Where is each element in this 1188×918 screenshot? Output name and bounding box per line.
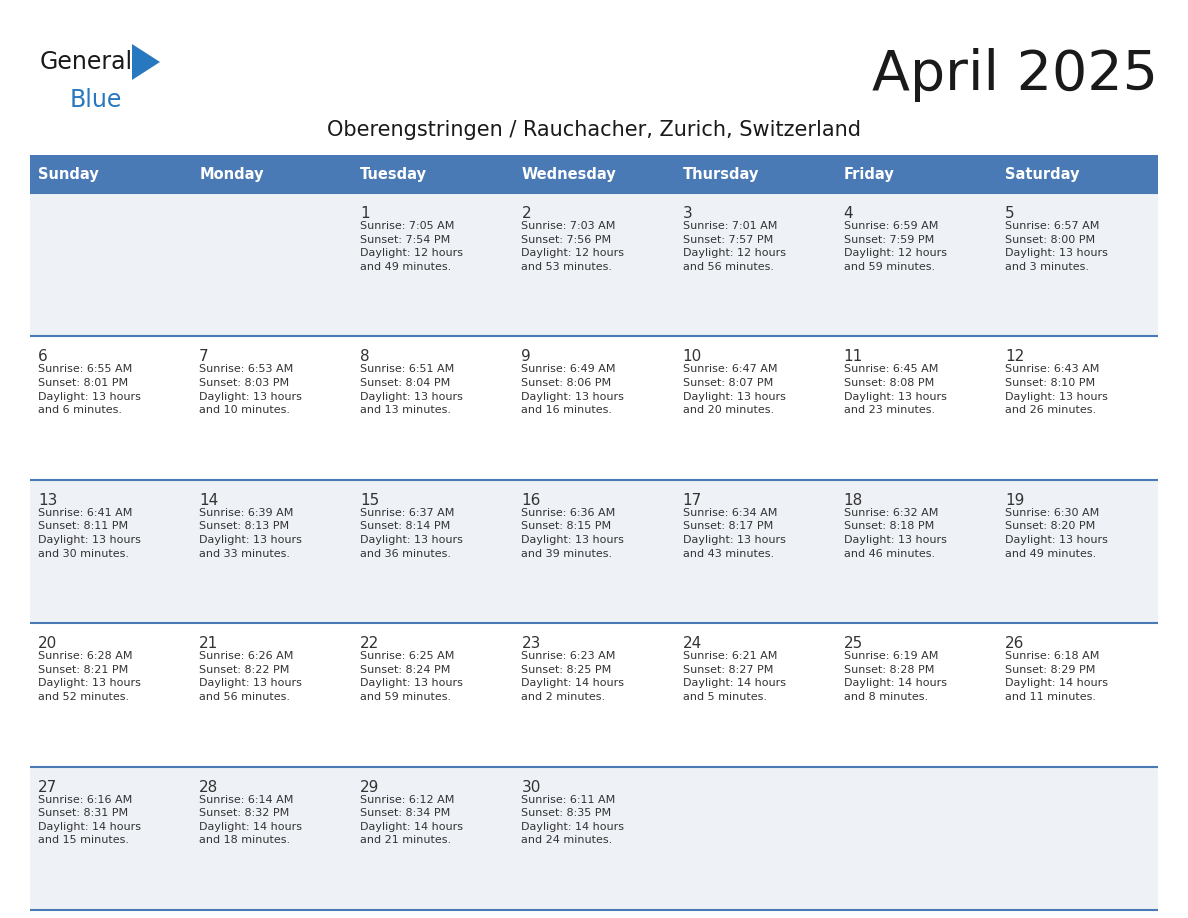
Text: 9: 9 [522, 350, 531, 364]
Text: Sunrise: 7:05 AM
Sunset: 7:54 PM
Daylight: 12 hours
and 49 minutes.: Sunrise: 7:05 AM Sunset: 7:54 PM Dayligh… [360, 221, 463, 272]
Text: Sunrise: 6:59 AM
Sunset: 7:59 PM
Daylight: 12 hours
and 59 minutes.: Sunrise: 6:59 AM Sunset: 7:59 PM Dayligh… [843, 221, 947, 272]
Text: Sunrise: 6:36 AM
Sunset: 8:15 PM
Daylight: 13 hours
and 39 minutes.: Sunrise: 6:36 AM Sunset: 8:15 PM Dayligh… [522, 508, 625, 558]
Text: Sunrise: 6:55 AM
Sunset: 8:01 PM
Daylight: 13 hours
and 6 minutes.: Sunrise: 6:55 AM Sunset: 8:01 PM Dayligh… [38, 364, 141, 415]
Bar [353, 155, 513, 193]
Text: 24: 24 [683, 636, 702, 651]
Bar [513, 155, 675, 193]
Text: Sunrise: 6:25 AM
Sunset: 8:24 PM
Daylight: 13 hours
and 59 minutes.: Sunrise: 6:25 AM Sunset: 8:24 PM Dayligh… [360, 651, 463, 702]
Text: 18: 18 [843, 493, 862, 508]
Text: 16: 16 [522, 493, 541, 508]
Polygon shape [132, 44, 160, 80]
Text: Sunrise: 6:53 AM
Sunset: 8:03 PM
Daylight: 13 hours
and 10 minutes.: Sunrise: 6:53 AM Sunset: 8:03 PM Dayligh… [200, 364, 302, 415]
Text: 7: 7 [200, 350, 209, 364]
Text: Sunrise: 6:47 AM
Sunset: 8:07 PM
Daylight: 13 hours
and 20 minutes.: Sunrise: 6:47 AM Sunset: 8:07 PM Dayligh… [683, 364, 785, 415]
Text: 29: 29 [360, 779, 380, 795]
Text: Sunrise: 6:45 AM
Sunset: 8:08 PM
Daylight: 13 hours
and 23 minutes.: Sunrise: 6:45 AM Sunset: 8:08 PM Dayligh… [843, 364, 947, 415]
Text: Oberengstringen / Rauchacher, Zurich, Switzerland: Oberengstringen / Rauchacher, Zurich, Sw… [327, 120, 861, 140]
Text: 21: 21 [200, 636, 219, 651]
Text: 13: 13 [38, 493, 57, 508]
Text: Sunrise: 6:51 AM
Sunset: 8:04 PM
Daylight: 13 hours
and 13 minutes.: Sunrise: 6:51 AM Sunset: 8:04 PM Dayligh… [360, 364, 463, 415]
Text: Sunrise: 6:49 AM
Sunset: 8:06 PM
Daylight: 13 hours
and 16 minutes.: Sunrise: 6:49 AM Sunset: 8:06 PM Dayligh… [522, 364, 625, 415]
Text: 12: 12 [1005, 350, 1024, 364]
Text: 1: 1 [360, 206, 369, 221]
Text: Sunrise: 6:21 AM
Sunset: 8:27 PM
Daylight: 14 hours
and 5 minutes.: Sunrise: 6:21 AM Sunset: 8:27 PM Dayligh… [683, 651, 785, 702]
Text: 22: 22 [360, 636, 379, 651]
Text: 10: 10 [683, 350, 702, 364]
Text: Sunrise: 6:16 AM
Sunset: 8:31 PM
Daylight: 14 hours
and 15 minutes.: Sunrise: 6:16 AM Sunset: 8:31 PM Dayligh… [38, 795, 141, 845]
Text: Sunrise: 6:19 AM
Sunset: 8:28 PM
Daylight: 14 hours
and 8 minutes.: Sunrise: 6:19 AM Sunset: 8:28 PM Dayligh… [843, 651, 947, 702]
Text: Sunrise: 6:18 AM
Sunset: 8:29 PM
Daylight: 14 hours
and 11 minutes.: Sunrise: 6:18 AM Sunset: 8:29 PM Dayligh… [1005, 651, 1108, 702]
Text: Sunrise: 7:01 AM
Sunset: 7:57 PM
Daylight: 12 hours
and 56 minutes.: Sunrise: 7:01 AM Sunset: 7:57 PM Dayligh… [683, 221, 785, 272]
Text: Sunrise: 6:34 AM
Sunset: 8:17 PM
Daylight: 13 hours
and 43 minutes.: Sunrise: 6:34 AM Sunset: 8:17 PM Dayligh… [683, 508, 785, 558]
Text: Monday: Monday [200, 166, 264, 182]
Text: Sunrise: 6:30 AM
Sunset: 8:20 PM
Daylight: 13 hours
and 49 minutes.: Sunrise: 6:30 AM Sunset: 8:20 PM Dayligh… [1005, 508, 1107, 558]
Bar [30, 767, 1158, 910]
Text: 25: 25 [843, 636, 862, 651]
Bar [997, 155, 1158, 193]
Text: Wednesday: Wednesday [522, 166, 617, 182]
Text: 11: 11 [843, 350, 862, 364]
Text: 28: 28 [200, 779, 219, 795]
Text: Sunrise: 6:28 AM
Sunset: 8:21 PM
Daylight: 13 hours
and 52 minutes.: Sunrise: 6:28 AM Sunset: 8:21 PM Dayligh… [38, 651, 141, 702]
Text: General: General [40, 50, 133, 74]
Text: Sunrise: 6:23 AM
Sunset: 8:25 PM
Daylight: 14 hours
and 2 minutes.: Sunrise: 6:23 AM Sunset: 8:25 PM Dayligh… [522, 651, 625, 702]
Bar [835, 155, 997, 193]
Bar [30, 155, 191, 193]
Text: Sunrise: 6:57 AM
Sunset: 8:00 PM
Daylight: 13 hours
and 3 minutes.: Sunrise: 6:57 AM Sunset: 8:00 PM Dayligh… [1005, 221, 1107, 272]
Text: 15: 15 [360, 493, 379, 508]
Text: Sunrise: 7:03 AM
Sunset: 7:56 PM
Daylight: 12 hours
and 53 minutes.: Sunrise: 7:03 AM Sunset: 7:56 PM Dayligh… [522, 221, 625, 272]
Text: Sunrise: 6:39 AM
Sunset: 8:13 PM
Daylight: 13 hours
and 33 minutes.: Sunrise: 6:39 AM Sunset: 8:13 PM Dayligh… [200, 508, 302, 558]
Text: 30: 30 [522, 779, 541, 795]
Text: Sunrise: 6:32 AM
Sunset: 8:18 PM
Daylight: 13 hours
and 46 minutes.: Sunrise: 6:32 AM Sunset: 8:18 PM Dayligh… [843, 508, 947, 558]
Bar [675, 155, 835, 193]
Text: 6: 6 [38, 350, 48, 364]
Text: 27: 27 [38, 779, 57, 795]
Text: 26: 26 [1005, 636, 1024, 651]
Text: Sunday: Sunday [38, 166, 99, 182]
Text: 20: 20 [38, 636, 57, 651]
Bar [30, 623, 1158, 767]
Text: Thursday: Thursday [683, 166, 759, 182]
Text: 4: 4 [843, 206, 853, 221]
Bar [30, 480, 1158, 623]
Text: Tuesday: Tuesday [360, 166, 428, 182]
Text: Sunrise: 6:12 AM
Sunset: 8:34 PM
Daylight: 14 hours
and 21 minutes.: Sunrise: 6:12 AM Sunset: 8:34 PM Dayligh… [360, 795, 463, 845]
Bar [191, 155, 353, 193]
Bar [30, 193, 1158, 336]
Text: Sunrise: 6:14 AM
Sunset: 8:32 PM
Daylight: 14 hours
and 18 minutes.: Sunrise: 6:14 AM Sunset: 8:32 PM Dayligh… [200, 795, 302, 845]
Text: Sunrise: 6:11 AM
Sunset: 8:35 PM
Daylight: 14 hours
and 24 minutes.: Sunrise: 6:11 AM Sunset: 8:35 PM Dayligh… [522, 795, 625, 845]
Bar [30, 336, 1158, 480]
Text: Friday: Friday [843, 166, 895, 182]
Text: 17: 17 [683, 493, 702, 508]
Text: April 2025: April 2025 [872, 48, 1158, 102]
Text: 23: 23 [522, 636, 541, 651]
Text: Blue: Blue [70, 88, 122, 112]
Text: Sunrise: 6:37 AM
Sunset: 8:14 PM
Daylight: 13 hours
and 36 minutes.: Sunrise: 6:37 AM Sunset: 8:14 PM Dayligh… [360, 508, 463, 558]
Text: 5: 5 [1005, 206, 1015, 221]
Text: Sunrise: 6:41 AM
Sunset: 8:11 PM
Daylight: 13 hours
and 30 minutes.: Sunrise: 6:41 AM Sunset: 8:11 PM Dayligh… [38, 508, 141, 558]
Text: 2: 2 [522, 206, 531, 221]
Text: 19: 19 [1005, 493, 1024, 508]
Text: Sunrise: 6:43 AM
Sunset: 8:10 PM
Daylight: 13 hours
and 26 minutes.: Sunrise: 6:43 AM Sunset: 8:10 PM Dayligh… [1005, 364, 1107, 415]
Text: 14: 14 [200, 493, 219, 508]
Text: Saturday: Saturday [1005, 166, 1080, 182]
Text: 8: 8 [360, 350, 369, 364]
Text: 3: 3 [683, 206, 693, 221]
Text: Sunrise: 6:26 AM
Sunset: 8:22 PM
Daylight: 13 hours
and 56 minutes.: Sunrise: 6:26 AM Sunset: 8:22 PM Dayligh… [200, 651, 302, 702]
